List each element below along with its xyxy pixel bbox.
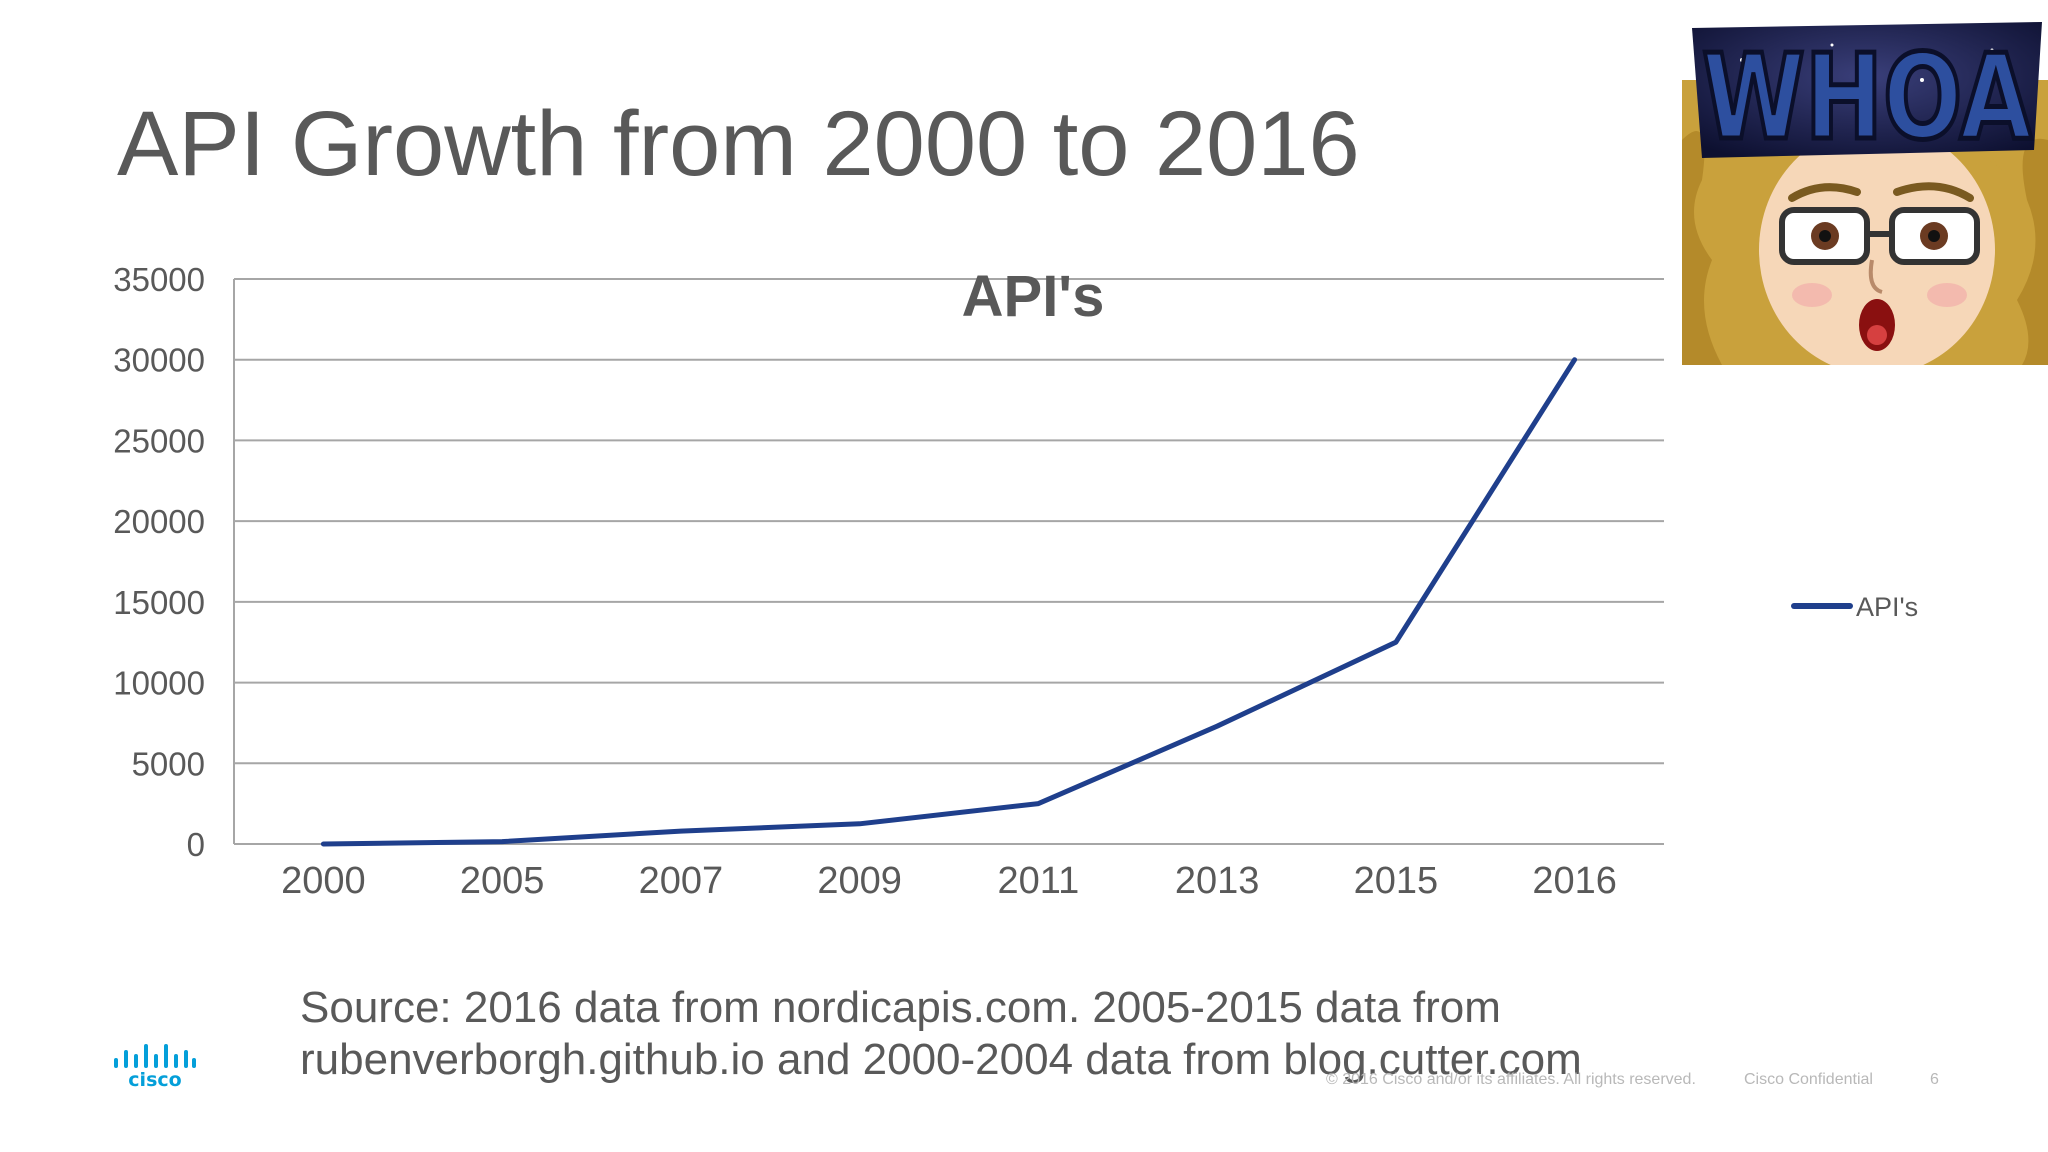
x-tick-label: 2000 <box>281 860 366 902</box>
x-tick-label: 2016 <box>1532 860 1617 902</box>
y-tick-label: 5000 <box>132 745 205 782</box>
y-tick-label: 0 <box>187 826 205 863</box>
copyright-notice: © 2016 Cisco and/or its affiliates. All … <box>1326 1071 1696 1088</box>
line-chart: 0 5000 10000 15000 20000 25000 30000 35000 2000… <box>113 261 1918 902</box>
x-tick-label: 2005 <box>460 860 545 902</box>
y-tick-label: 15000 <box>113 584 205 621</box>
y-tick-label: 35000 <box>113 261 205 298</box>
cisco-logo: cisco <box>114 1044 196 1088</box>
y-tick-label: 20000 <box>113 503 205 540</box>
series-line <box>320 357 1578 847</box>
slide-title: API Growth from 2000 to 2016 <box>117 93 1360 195</box>
meme-text: WHOA <box>1702 28 2032 166</box>
x-tick-label: 2011 <box>998 860 1080 902</box>
y-axis-ticks: 0 5000 10000 15000 20000 25000 30000 35000 <box>113 261 205 863</box>
source-line-2: rubenverborgh.github.io and 2000-2004 da… <box>300 1035 1582 1084</box>
whoa-emoji-image: WHOA <box>1682 22 2048 365</box>
y-tick-label: 10000 <box>113 665 205 702</box>
series-lines <box>320 357 1578 847</box>
page-number: 6 <box>1930 1071 1939 1088</box>
cisco-logo-text: cisco <box>128 1069 181 1088</box>
y-tick-label: 25000 <box>113 422 205 459</box>
x-tick-label: 2015 <box>1354 860 1439 902</box>
x-axis-ticks: 2000 2005 2007 2009 2011 2013 2015 2016 <box>281 860 1617 902</box>
legend-label: API's <box>1856 592 1918 622</box>
source-line-1: Source: 2016 data from nordicapis.com. 2… <box>300 983 1501 1032</box>
chart-title: API's <box>962 264 1105 329</box>
source-note: Source: 2016 data from nordicapis.com. 2… <box>300 982 1582 1086</box>
y-tick-label: 30000 <box>113 342 205 379</box>
x-tick-label: 2009 <box>817 860 902 902</box>
x-tick-label: 2013 <box>1175 860 1260 902</box>
legend: API's <box>1791 592 1918 622</box>
x-tick-label: 2007 <box>639 860 724 902</box>
confidential-label: Cisco Confidential <box>1744 1071 1873 1088</box>
